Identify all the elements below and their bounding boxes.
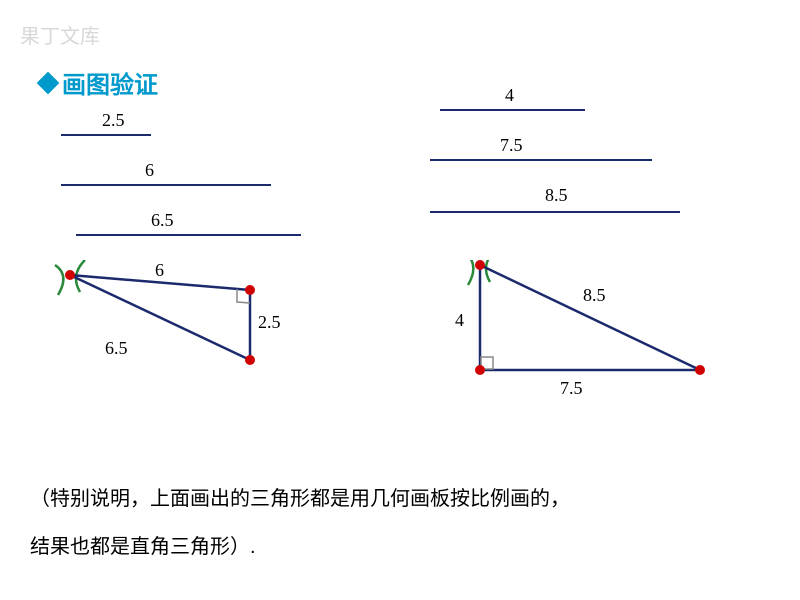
segment-row: 4 bbox=[430, 85, 710, 135]
segment-row: 6 bbox=[50, 160, 350, 210]
section-title: 画图验证 bbox=[40, 65, 158, 100]
diagram-area: 6 2.5 6.5 4 7.5 8.5 bbox=[0, 260, 800, 430]
segment-label: 6 bbox=[145, 160, 154, 181]
segment-label: 4 bbox=[505, 85, 514, 106]
segment-row: 8.5 bbox=[430, 185, 710, 235]
segment-line bbox=[76, 234, 301, 236]
bottom-text: （特别说明，上面画出的三角形都是用几何画板按比例画的， 结果也都是直角三角形）. bbox=[30, 475, 770, 571]
segment-label: 6.5 bbox=[151, 210, 174, 231]
segment-row: 7.5 bbox=[430, 135, 710, 185]
bottom-text-line1: （特别说明，上面画出的三角形都是用几何画板按比例画的， bbox=[30, 488, 570, 510]
segment-line bbox=[61, 184, 271, 186]
segment-label: 7.5 bbox=[500, 135, 523, 156]
segment-label: 8.5 bbox=[545, 185, 568, 206]
segment-line bbox=[430, 211, 680, 213]
bottom-text-line2: 结果也都是直角三角形）. bbox=[30, 536, 256, 558]
segment-row: 6.5 bbox=[50, 210, 350, 260]
triangle-label: 2.5 bbox=[258, 312, 281, 333]
triangle-label: 6.5 bbox=[105, 338, 128, 359]
segment-label: 2.5 bbox=[102, 110, 125, 131]
triangle-label: 8.5 bbox=[583, 285, 606, 306]
segment-line bbox=[61, 134, 151, 136]
segments-left: 2.5 6 6.5 bbox=[50, 110, 350, 260]
diamond-icon bbox=[37, 71, 60, 94]
segment-line bbox=[430, 159, 652, 161]
triangle-label: 6 bbox=[155, 260, 164, 281]
triangle-label: 7.5 bbox=[560, 378, 583, 399]
watermark: 果丁文库 bbox=[20, 20, 100, 49]
segments-right: 4 7.5 8.5 bbox=[430, 85, 710, 235]
triangle-right bbox=[465, 260, 705, 375]
title-text: 画图验证 bbox=[62, 65, 158, 100]
segment-line bbox=[440, 109, 585, 111]
triangle-label: 4 bbox=[455, 310, 464, 331]
segment-row: 2.5 bbox=[50, 110, 350, 160]
